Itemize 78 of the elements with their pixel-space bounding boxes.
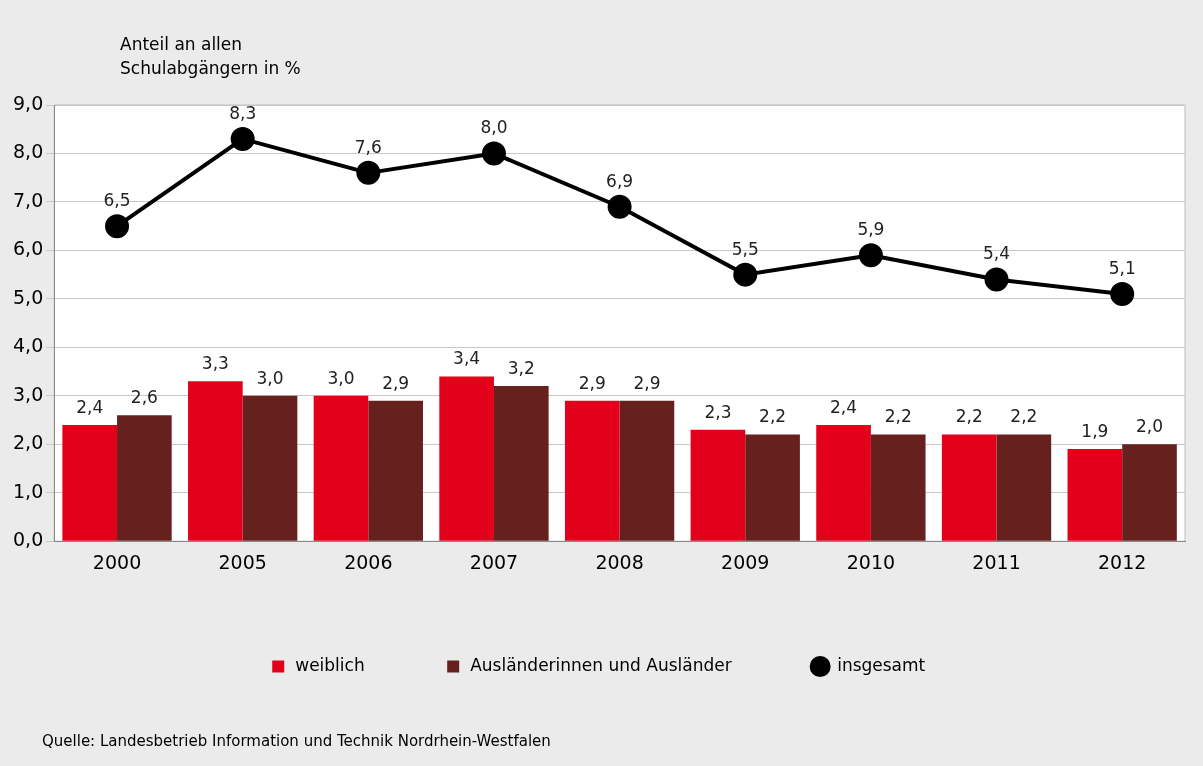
x-tick-label: 2010 (846, 550, 896, 573)
point (356, 160, 381, 185)
data-label: 5,1 (1108, 257, 1136, 278)
y-tick-label: 1,0 (13, 479, 44, 502)
data-label: 6,5 (103, 190, 131, 211)
bar (117, 415, 172, 541)
y-tick-label: 4,0 (13, 334, 44, 357)
data-label: 5,9 (857, 219, 885, 240)
point (230, 126, 255, 151)
point (733, 262, 758, 287)
x-tick-label: 2009 (721, 550, 770, 573)
data-label: 6,9 (606, 170, 634, 191)
x-tick-label: 2011 (972, 550, 1021, 573)
data-label: 2,4 (830, 396, 858, 417)
data-label: 3,2 (507, 358, 535, 379)
point (984, 267, 1009, 292)
bar (439, 376, 494, 541)
x-tick-label: 2012 (1098, 550, 1147, 573)
data-label: 2,9 (633, 372, 661, 393)
bar (745, 434, 800, 541)
x-tick-label: 2007 (469, 550, 519, 573)
point (607, 194, 632, 219)
bar (690, 429, 746, 541)
point (1110, 282, 1135, 307)
data-label: 3,3 (201, 353, 229, 374)
source-note: Quelle: Landesbetrieb Information und Technik Nordrhein-Westfalen (42, 732, 551, 750)
data-label: 2,4 (76, 396, 104, 417)
bar (996, 434, 1052, 541)
point (858, 243, 883, 268)
legend-label: insgesamt (837, 654, 926, 675)
bar (870, 434, 926, 541)
data-label: 2,2 (955, 406, 983, 427)
data-label: 5,4 (983, 243, 1011, 264)
x-tick-label: 2005 (218, 550, 267, 573)
data-label: 8,3 (229, 102, 257, 123)
y-tick-label: 2,0 (13, 431, 44, 454)
data-label: 3,0 (327, 367, 355, 388)
x-tick-label: 2006 (344, 550, 393, 573)
y-tick-label: 8,0 (13, 140, 44, 163)
y-tick-label: 7,0 (13, 188, 44, 211)
bar (564, 400, 620, 541)
data-label: 2,9 (578, 372, 606, 393)
data-label: 2,3 (704, 401, 732, 422)
data-label: 2,9 (382, 372, 410, 393)
data-label: 2,2 (759, 406, 787, 427)
x-tick-label: 2008 (595, 550, 644, 573)
bar (619, 400, 675, 541)
data-label: 1,9 (1081, 421, 1109, 442)
x-tick-label: 2000 (92, 550, 142, 573)
data-label: 2,0 (1135, 416, 1164, 437)
bar (242, 395, 298, 541)
bar (1122, 444, 1177, 541)
bar (1067, 449, 1123, 541)
y-tick-label: 6,0 (13, 237, 44, 260)
y-tick-label: 5,0 (13, 285, 44, 308)
data-label: 2,2 (1010, 406, 1038, 427)
point (481, 141, 506, 166)
y-tick-label: 3,0 (13, 382, 44, 405)
data-label: 2,2 (884, 406, 912, 427)
data-label: 5,5 (731, 238, 759, 259)
bar (188, 381, 243, 541)
bar (493, 386, 549, 541)
bar (368, 400, 423, 541)
y-tick-label: 9,0 (13, 91, 44, 114)
bar (62, 424, 118, 541)
bar (941, 434, 997, 541)
legend-label: weiblich (295, 654, 365, 675)
y-tick-label: 0,0 (13, 528, 44, 551)
data-label: 2,6 (130, 387, 158, 408)
data-label: 3,4 (453, 348, 481, 369)
y-axis-title: Anteil an allen Schulabgängern in % (120, 33, 302, 80)
data-label: 7,6 (354, 136, 382, 157)
data-label: 3,0 (256, 367, 284, 388)
point (105, 214, 130, 239)
bar (313, 395, 369, 541)
data-label: 8,0 (480, 117, 508, 138)
legend-label: Ausländerinnen und Ausländer (470, 654, 732, 675)
bar (816, 424, 871, 541)
